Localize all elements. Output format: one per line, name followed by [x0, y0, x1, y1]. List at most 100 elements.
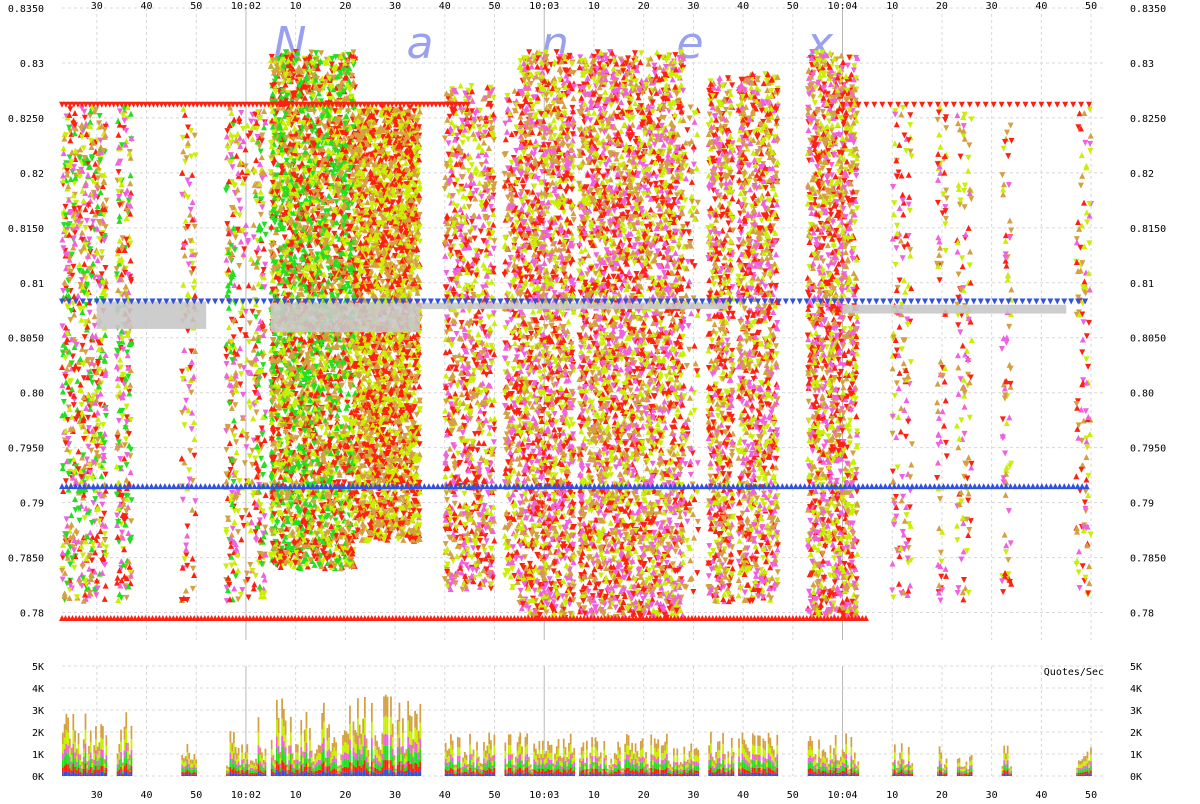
quote-marker — [262, 373, 268, 379]
quote-marker — [223, 354, 229, 360]
quote-marker — [247, 405, 253, 411]
quote-marker — [235, 508, 241, 514]
quote-marker — [256, 281, 262, 287]
quote-marker — [263, 492, 269, 498]
quote-marker — [186, 467, 192, 473]
quote-marker — [127, 382, 133, 388]
quote-marker — [261, 246, 267, 252]
quote-marker — [87, 530, 93, 536]
quote-marker — [240, 126, 246, 132]
quote-marker — [326, 193, 332, 199]
quote-marker — [254, 250, 260, 256]
quote-marker — [253, 410, 259, 416]
quote-marker — [350, 111, 356, 117]
quote-marker — [72, 110, 78, 116]
quote-marker — [65, 183, 71, 189]
quote-marker — [235, 529, 241, 535]
quote-marker — [183, 398, 189, 404]
quote-marker — [93, 592, 99, 598]
quote-marker — [99, 502, 105, 508]
quote-marker — [234, 153, 240, 159]
quote-marker — [101, 511, 107, 517]
quote-marker — [231, 433, 237, 439]
quote-marker — [188, 207, 194, 213]
quote-marker — [240, 428, 246, 434]
quote-marker — [269, 518, 275, 524]
quote-marker — [115, 287, 121, 293]
quote-marker — [192, 133, 198, 139]
quote-marker — [223, 447, 229, 453]
quote-marker — [100, 446, 106, 452]
quote-marker — [64, 446, 70, 452]
quote-marker — [186, 384, 192, 390]
quote-marker — [71, 565, 77, 571]
quote-marker — [244, 436, 250, 442]
quote-marker — [347, 288, 353, 294]
quote-marker — [104, 198, 110, 204]
quote-marker — [102, 265, 108, 271]
quote-marker — [128, 258, 134, 264]
quote-marker — [226, 324, 232, 330]
quote-marker — [224, 128, 230, 134]
quote-marker — [261, 572, 267, 578]
quote-marker — [305, 112, 311, 118]
quote-marker — [185, 140, 191, 146]
quote-marker — [182, 252, 188, 258]
quote-marker — [188, 154, 194, 160]
quote-marker — [63, 374, 69, 380]
quote-marker — [252, 188, 258, 194]
quote-marker — [77, 356, 83, 362]
quote-marker — [183, 588, 189, 594]
quote-marker — [103, 545, 109, 551]
quote-marker — [223, 188, 229, 194]
quote-marker — [60, 288, 66, 294]
quote-marker — [262, 461, 268, 467]
quote-marker — [251, 581, 257, 587]
quote-marker — [123, 436, 129, 442]
quote-marker — [247, 453, 253, 459]
watermark-letter: a — [407, 18, 434, 69]
quote-marker — [115, 382, 121, 388]
quote-marker — [244, 571, 250, 577]
quote-marker — [64, 516, 70, 522]
quote-marker — [261, 222, 267, 228]
quote-marker — [243, 309, 249, 315]
quote-marker — [69, 522, 75, 528]
quote-marker — [318, 50, 324, 56]
quote-marker — [60, 463, 66, 469]
quote-marker — [258, 189, 264, 195]
quote-marker — [59, 364, 65, 370]
quote-marker — [126, 390, 132, 396]
quote-marker — [97, 283, 103, 289]
quote-marker — [89, 208, 95, 214]
quote-marker — [242, 460, 248, 466]
quote-marker — [76, 518, 82, 524]
quote-marker — [71, 402, 77, 408]
quote-marker — [224, 221, 230, 227]
quote-marker — [231, 417, 237, 423]
quote-marker — [114, 266, 120, 272]
quote-marker — [79, 188, 85, 194]
quote-marker — [237, 212, 243, 218]
quote-marker — [253, 573, 259, 579]
quote-marker — [248, 527, 254, 533]
quote-marker — [71, 311, 77, 317]
quote-marker — [63, 478, 69, 484]
quote-marker — [250, 415, 256, 421]
quote-marker — [62, 590, 68, 596]
quote-markers — [59, 49, 1094, 621]
quote-marker — [189, 426, 195, 432]
quote-marker — [84, 218, 90, 224]
quote-marker — [67, 106, 73, 112]
quote-marker — [249, 519, 255, 525]
quote-marker — [80, 564, 86, 570]
quote-marker — [183, 546, 189, 552]
quote-marker — [99, 249, 105, 255]
quote-marker — [126, 431, 132, 437]
quote-marker — [236, 198, 242, 204]
quote-marker — [128, 518, 134, 524]
quote-marker — [192, 224, 198, 230]
quote-marker — [103, 224, 109, 230]
quote-marker — [183, 218, 189, 224]
quote-marker — [79, 229, 85, 235]
